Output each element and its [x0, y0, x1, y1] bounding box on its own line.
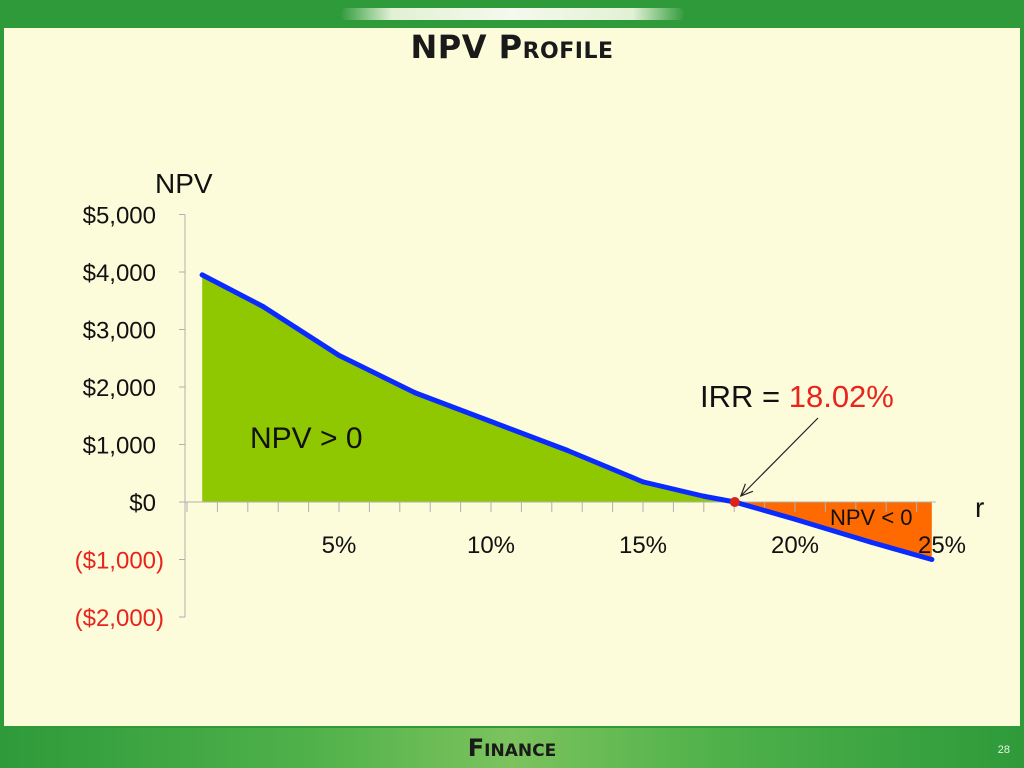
- irr-arrowhead: [739, 483, 754, 498]
- irr-label-value: 18.02%: [789, 379, 894, 414]
- y-tick-label: $4,000: [83, 260, 156, 287]
- npv-data-point: [412, 390, 418, 396]
- y-tick-label: $3,000: [83, 318, 156, 345]
- irr-point: [729, 497, 740, 507]
- x-tick-label: 20%: [771, 532, 819, 559]
- npv-data-point: [488, 419, 494, 424]
- irr-arrow: [740, 417, 819, 497]
- npv-data-point: [260, 304, 266, 309]
- y-tick-label: $0: [129, 490, 156, 517]
- positive-region-label: NPV > 0: [250, 422, 363, 455]
- y-tick-label: ($2,000): [75, 605, 164, 632]
- x-tick-label: 10%: [467, 532, 515, 559]
- slide-title: NPV Profile: [410, 28, 614, 66]
- y-tick-label: ($1,000): [75, 548, 164, 575]
- negative-region-label: NPV < 0: [830, 505, 913, 530]
- npv-data-point: [564, 447, 570, 453]
- top-glow-decoration: [340, 8, 685, 20]
- irr-label: IRR = 18.02%: [700, 379, 894, 414]
- x-tick-label: 25%: [918, 532, 966, 559]
- positive-npv-area: [202, 274, 735, 502]
- npv-data-point: [199, 272, 205, 278]
- npv-data-point: [336, 352, 342, 358]
- npv-data-point: [868, 539, 874, 545]
- footer-bar: [0, 728, 1024, 768]
- y-axis-label: NPV: [155, 168, 213, 199]
- npv-curve: [199, 272, 935, 562]
- npv-data-point: [640, 479, 646, 485]
- footer-title: Finance: [467, 734, 557, 762]
- content-panel: [4, 28, 1020, 726]
- x-axis-label: r: [975, 492, 984, 523]
- x-tick-label: 15%: [619, 532, 667, 559]
- page-number: 28: [997, 744, 1010, 756]
- npv-data-point: [929, 557, 935, 562]
- y-tick-label: $1,000: [83, 433, 156, 460]
- y-tick-label: $5,000: [83, 203, 156, 230]
- npv-data-point: [792, 516, 798, 522]
- y-tick-label: $2,000: [83, 375, 156, 402]
- irr-label-prefix: IRR =: [700, 379, 789, 414]
- x-tick-label: 5%: [322, 532, 357, 559]
- npv-data-point: [701, 493, 707, 499]
